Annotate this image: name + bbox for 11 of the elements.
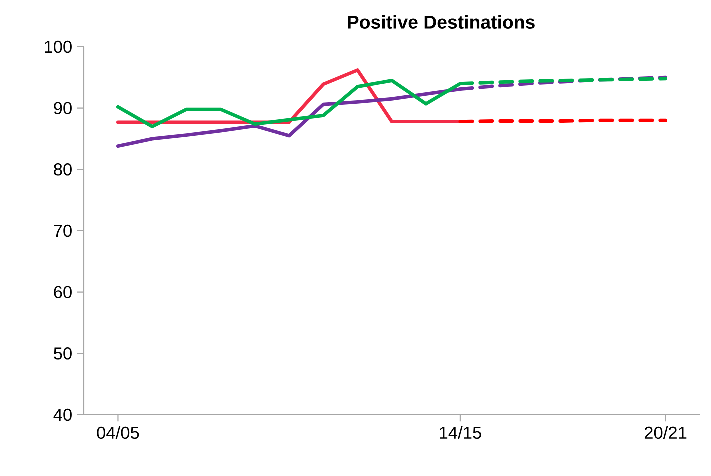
y-tick-label: 50 — [54, 348, 72, 360]
x-tick-label: 20/21 — [644, 426, 687, 440]
y-tick-label: 40 — [54, 408, 72, 422]
y-tick-label: 90 — [54, 102, 72, 114]
y-tick-label: 80 — [54, 164, 72, 176]
y-tick-label: 60 — [54, 286, 72, 298]
chart-title: Positive Destinations — [348, 15, 535, 29]
x-tick-label: 04/05 — [97, 426, 140, 440]
x-tick-label: 14/15 — [440, 426, 482, 440]
y-tick-label: 100 — [45, 40, 72, 54]
y-tick-label: 70 — [54, 224, 72, 238]
